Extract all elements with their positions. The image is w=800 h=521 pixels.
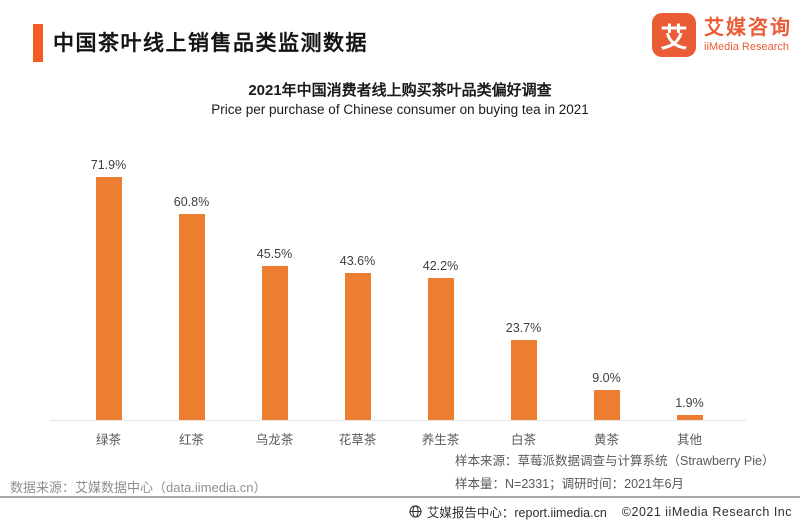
x-axis-label: 养生茶: [421, 433, 460, 447]
sample-notes: 样本来源：草莓派数据调查与计算系统（Strawberry Pie） 样本量：N=…: [455, 450, 774, 495]
bar-group: 9.0%: [565, 148, 648, 421]
x-axis-line: [50, 420, 746, 421]
footer-divider: [0, 496, 800, 498]
bar-value-label: 60.8%: [173, 195, 210, 209]
data-source-note: 数据来源：艾媒数据中心（data.iimedia.cn）: [10, 480, 267, 495]
bar-chart: 71.9% 60.8% 45.5% 43.6% 42.2% 23.7% 9.0% 1.9%: [67, 148, 731, 421]
bar: [593, 390, 620, 421]
chart-subtitle: Price per purchase of Chinese consumer o…: [211, 102, 589, 117]
x-axis-label: 其他: [676, 433, 702, 447]
bar: [427, 278, 454, 421]
bar-value-label: 42.2%: [422, 259, 459, 273]
bar-group: 1.9%: [648, 148, 731, 421]
bar-value-label: 9.0%: [592, 371, 621, 385]
globe-icon: [409, 505, 422, 518]
bar-value-label: 43.6%: [339, 254, 376, 268]
bar-value-label: 45.5%: [256, 247, 293, 261]
x-axis-label: 绿茶: [95, 433, 121, 447]
x-axis-label: 红茶: [178, 433, 204, 447]
footer-copyright: ©2021 iiMedia Research Inc: [621, 504, 792, 519]
bar-group: 43.6%: [316, 148, 399, 421]
bar-value-label: 1.9%: [675, 396, 704, 410]
bar: [510, 340, 537, 421]
brand-name-en: iiMedia Research: [704, 40, 789, 53]
bar: [178, 214, 205, 421]
sample-source-note: 样本来源：草莓派数据调查与计算系统（Strawberry Pie）: [455, 454, 775, 468]
chart-title: 2021年中国消费者线上购买茶叶品类偏好调查: [248, 82, 552, 99]
x-axis-label: 乌龙茶: [255, 433, 294, 447]
bar-group: 45.5%: [233, 148, 316, 421]
bar-value-label: 71.9%: [90, 158, 127, 172]
x-axis-label: 花草茶: [338, 433, 377, 447]
bar-group: 71.9%: [67, 148, 150, 421]
x-axis-label: 白茶: [510, 433, 536, 447]
bar: [344, 273, 371, 421]
brand-logo-text: 艾媒咨询 iiMedia Research: [704, 17, 792, 53]
brand-name-cn: 艾媒咨询: [704, 16, 792, 39]
x-axis-labels: 绿茶 红茶 乌龙茶 花草茶 养生茶 白茶 黄茶 其他: [67, 429, 731, 448]
bar-group: 42.2%: [399, 148, 482, 421]
bar-value-label: 23.7%: [505, 321, 542, 335]
bar-group: 60.8%: [150, 148, 233, 421]
footer: 艾媒报告中心：report.iimedia.cn ©2021 iiMedia R…: [409, 502, 792, 521]
sample-size-note: 样本量：N=2331；调研时间：2021年6月: [455, 476, 684, 491]
brand-logo: 艾 艾媒咨询 iiMedia Research: [652, 13, 792, 57]
header-accent-bar: [33, 24, 43, 62]
page-title: 中国茶叶线上销售品类监测数据: [53, 32, 368, 55]
footer-report-center: 艾媒报告中心：report.iimedia.cn: [426, 506, 607, 520]
bar: [95, 177, 122, 421]
bar: [676, 415, 703, 421]
x-axis-label: 黄茶: [593, 433, 619, 447]
bar: [261, 266, 288, 421]
brand-logo-icon: 艾: [652, 13, 696, 57]
bar-group: 23.7%: [482, 148, 565, 421]
